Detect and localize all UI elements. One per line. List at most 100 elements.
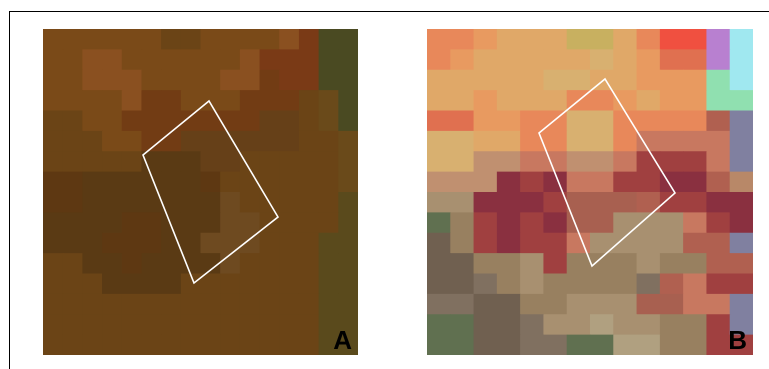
mosaic-cell xyxy=(590,232,614,254)
mosaic-cell xyxy=(141,232,162,254)
panel-b-image: B xyxy=(427,29,753,355)
mosaic-cell xyxy=(566,110,591,132)
mosaic-cell xyxy=(683,314,708,336)
mosaic-cell xyxy=(473,90,498,112)
mosaic-cell xyxy=(102,69,123,91)
mosaic-cell xyxy=(239,334,261,355)
mosaic-cell xyxy=(220,253,241,275)
mosaic-cell xyxy=(279,130,300,152)
mosaic-cell xyxy=(62,334,83,355)
mosaic-cell xyxy=(590,273,614,295)
mosaic-cell xyxy=(121,69,143,91)
mosaic-cell xyxy=(636,273,661,295)
mosaic-cell xyxy=(161,29,182,50)
mosaic-cell xyxy=(659,151,684,173)
mosaic-cell xyxy=(636,232,661,254)
mosaic-cell xyxy=(62,110,83,132)
mosaic-cell xyxy=(121,130,143,152)
mosaic-cell xyxy=(121,110,143,132)
mosaic-cell xyxy=(659,192,684,213)
mosaic-cell xyxy=(62,90,83,112)
mosaic-cell xyxy=(298,90,320,112)
mosaic-cell xyxy=(141,212,162,234)
mosaic-cell xyxy=(590,192,614,213)
mosaic-cell xyxy=(473,49,498,71)
mosaic-cell xyxy=(121,29,143,50)
mosaic-cell xyxy=(279,29,300,50)
mosaic-cell xyxy=(566,232,591,254)
mosaic-cell xyxy=(298,273,320,295)
mosaic-cell xyxy=(239,151,261,173)
mosaic-cell xyxy=(706,314,731,336)
mosaic-cell xyxy=(239,293,261,315)
mosaic-cell xyxy=(180,49,202,71)
mosaic-cell xyxy=(62,293,83,315)
mosaic-cell xyxy=(729,253,753,275)
mosaic-cell xyxy=(590,314,614,336)
mosaic-cell xyxy=(520,130,545,152)
mosaic-cell xyxy=(566,29,591,50)
mosaic-cell xyxy=(450,212,475,234)
mosaic-cell xyxy=(121,192,143,213)
mosaic-cell xyxy=(683,29,708,50)
mosaic-cell xyxy=(180,212,202,234)
mosaic-cell xyxy=(318,29,339,50)
mosaic-cell xyxy=(121,171,143,193)
mosaic-cell xyxy=(200,334,221,355)
panel-b-pixel-grid xyxy=(427,29,753,355)
mosaic-cell xyxy=(161,171,182,193)
mosaic-cell xyxy=(473,192,498,213)
mosaic-cell xyxy=(496,171,521,193)
mosaic-cell xyxy=(180,253,202,275)
mosaic-cell xyxy=(121,232,143,254)
mosaic-cell xyxy=(590,151,614,173)
mosaic-cell xyxy=(729,273,753,295)
mosaic-cell xyxy=(102,130,123,152)
figure-frame xyxy=(9,11,769,369)
mosaic-cell xyxy=(318,151,339,173)
mosaic-cell xyxy=(279,90,300,112)
mosaic-cell xyxy=(43,192,64,213)
mosaic-cell xyxy=(543,273,568,295)
mosaic-cell xyxy=(520,273,545,295)
mosaic-cell xyxy=(279,334,300,355)
mosaic-cell xyxy=(141,29,162,50)
mosaic-cell xyxy=(706,253,731,275)
mosaic-cell xyxy=(239,29,261,50)
mosaic-cell xyxy=(520,293,545,315)
mosaic-cell xyxy=(338,69,358,91)
mosaic-cell xyxy=(683,49,708,71)
mosaic-cell xyxy=(729,171,753,193)
mosaic-cell xyxy=(220,212,241,234)
mosaic-cell xyxy=(590,334,614,355)
mosaic-cell xyxy=(520,314,545,336)
mosaic-cell xyxy=(473,110,498,132)
mosaic-cell xyxy=(239,69,261,91)
mosaic-cell xyxy=(43,314,64,336)
mosaic-cell xyxy=(729,293,753,315)
mosaic-cell xyxy=(473,314,498,336)
mosaic-cell xyxy=(543,314,568,336)
mosaic-cell xyxy=(141,69,162,91)
mosaic-cell xyxy=(82,69,103,91)
mosaic-cell xyxy=(82,90,103,112)
mosaic-cell xyxy=(450,232,475,254)
mosaic-cell xyxy=(613,69,638,91)
mosaic-cell xyxy=(82,253,103,275)
mosaic-cell xyxy=(82,130,103,152)
mosaic-cell xyxy=(659,314,684,336)
mosaic-cell xyxy=(43,293,64,315)
mosaic-cell xyxy=(473,212,498,234)
mosaic-cell xyxy=(141,90,162,112)
mosaic-cell xyxy=(520,151,545,173)
mosaic-cell xyxy=(161,49,182,71)
mosaic-cell xyxy=(200,293,221,315)
mosaic-cell xyxy=(43,69,64,91)
mosaic-cell xyxy=(566,212,591,234)
mosaic-cell xyxy=(450,49,475,71)
mosaic-cell xyxy=(279,273,300,295)
mosaic-cell xyxy=(62,232,83,254)
mosaic-cell xyxy=(259,293,280,315)
mosaic-cell xyxy=(62,49,83,71)
mosaic-cell xyxy=(141,293,162,315)
